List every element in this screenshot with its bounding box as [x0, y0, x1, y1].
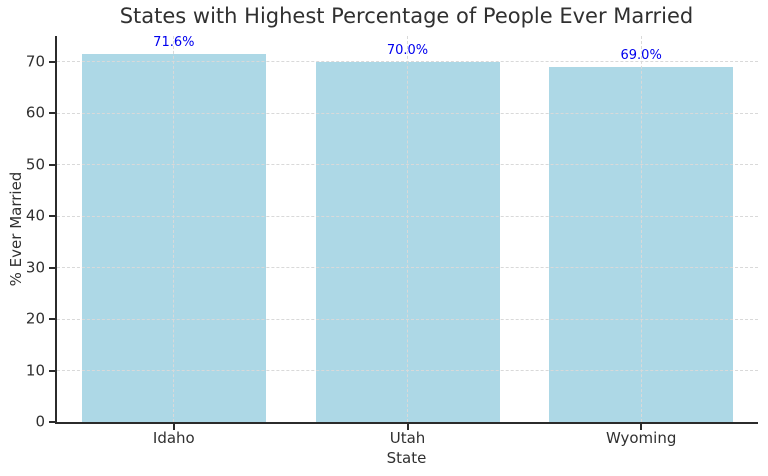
y-tick-label: 20	[25, 309, 45, 328]
y-tick-label: 0	[35, 412, 45, 431]
bar-value-label: 69.0%	[620, 47, 662, 63]
y-tick	[49, 215, 55, 218]
x-tick-label: Wyoming	[605, 429, 677, 447]
y-tick	[49, 266, 55, 269]
y-tick	[49, 112, 55, 115]
y-tick-label: 70	[25, 52, 45, 71]
y-tick	[49, 318, 55, 321]
y-tick-label: 30	[25, 258, 45, 277]
y-tick-label: 10	[25, 361, 45, 380]
y-tick-label: 50	[25, 155, 45, 174]
y-tick	[49, 369, 55, 372]
x-tick-label: Utah	[389, 429, 426, 447]
plot-area: 71.6% 70.0% 69.0%	[55, 36, 758, 424]
y-tick	[49, 60, 55, 63]
x-tick-label: Idaho	[152, 429, 195, 447]
x-tick	[172, 424, 175, 430]
bar-value-label: 71.6%	[153, 34, 195, 50]
bar-value-label: 70.0%	[386, 42, 429, 58]
x-tick	[640, 424, 643, 430]
y-tick	[49, 163, 55, 166]
y-tick-label: 60	[25, 103, 45, 122]
x-tick	[406, 424, 409, 430]
x-axis-label: State	[386, 449, 427, 467]
x-gridline	[173, 36, 175, 422]
x-gridline	[407, 36, 408, 422]
x-gridline	[640, 36, 642, 422]
chart-title: States with Highest Percentage of People…	[119, 4, 694, 28]
y-tick	[49, 421, 55, 423]
y-tick-label: 40	[25, 206, 45, 225]
